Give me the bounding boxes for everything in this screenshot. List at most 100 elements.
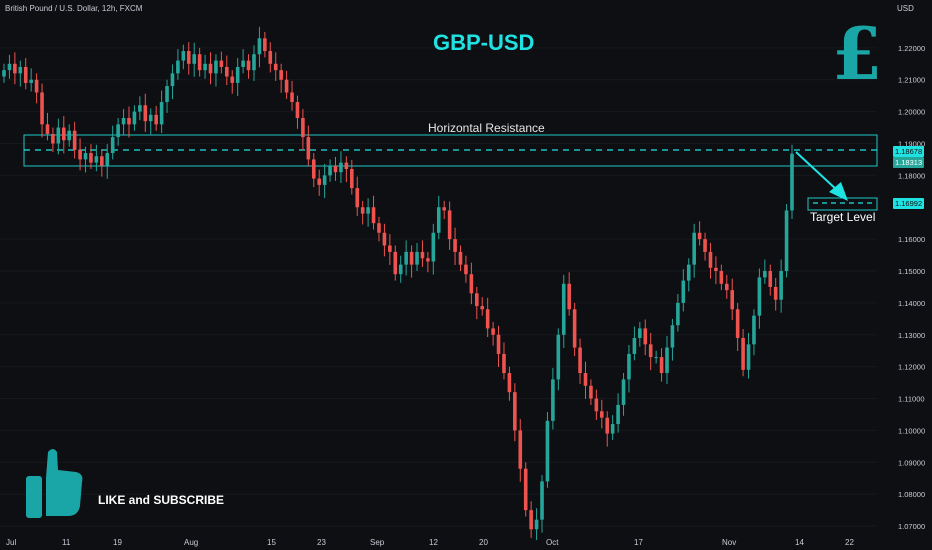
candle [279,63,283,93]
y-tick-label: 1.13000 [898,331,925,340]
pound-sign-icon: £ [832,11,883,96]
candle [219,51,224,74]
candle [447,201,452,250]
y-tick-label: 1.21000 [898,76,925,85]
candle [355,176,360,216]
candle [13,52,17,85]
candle [360,200,365,225]
candle [366,198,370,227]
x-tick-label: 12 [429,538,438,547]
last-price-tag: 1.18313 [893,157,925,168]
candle [632,326,637,361]
candle [779,259,783,313]
candle [192,42,197,77]
candle [784,204,789,278]
candle [257,26,262,68]
candle [186,42,191,75]
candle [263,31,267,58]
candle [393,245,398,281]
candle [534,508,539,541]
candle [442,200,446,220]
candle [34,73,39,104]
candle [203,54,207,79]
candle [676,293,680,332]
candle [502,342,506,380]
y-tick-label: 1.14000 [898,299,925,308]
candle [545,411,550,488]
candle [670,318,675,361]
candle [317,169,321,196]
candle [225,55,229,86]
candle [252,45,256,82]
candle [659,348,664,382]
candle [616,393,620,433]
candle [768,264,773,296]
candle [377,216,381,242]
candle [382,223,387,257]
candle [648,332,653,371]
candle [105,144,110,179]
candle [208,52,213,85]
candle [567,272,571,316]
candle [67,124,72,147]
candle [159,90,164,133]
candle [703,232,707,261]
candle [333,156,338,181]
candle [594,389,599,420]
candle [431,223,436,275]
candle [132,105,137,131]
candle [518,418,523,482]
candle [426,251,430,273]
candle [578,338,582,384]
y-tick-label: 1.12000 [898,363,925,372]
candle [230,70,235,94]
candle [458,245,463,272]
x-tick-label: 20 [479,538,488,547]
x-tick-label: Aug [184,538,198,547]
candle [56,118,61,155]
candle [665,336,669,384]
candle [176,49,180,80]
candle [273,52,278,82]
candle [295,95,300,129]
candle [420,240,425,267]
x-tick-label: 23 [317,538,326,547]
candle [311,153,316,188]
candle [45,112,50,141]
y-tick-label: 1.15000 [898,267,925,276]
candle [116,117,120,146]
candle [284,70,289,99]
x-tick-label: Sep [370,538,385,547]
candle [551,367,555,430]
candle [246,54,251,79]
y-tick-label: 1.16000 [898,235,925,244]
candle [746,332,751,379]
candle [697,221,702,246]
x-tick-label: 15 [267,538,276,547]
candle [741,329,745,377]
candle [773,278,778,311]
y-tick-label: 1.20000 [898,108,925,117]
symbol-header: British Pound / U.S. Dollar, 12h, FXCM [5,4,143,13]
candle [344,156,349,183]
currency-label: USD [897,4,914,13]
thumbs-up-icon [22,446,86,529]
x-tick-label: 19 [113,538,122,547]
candle [491,322,495,346]
x-tick-label: 17 [634,538,643,547]
candle [306,125,311,166]
candle [7,54,12,79]
candle [496,325,501,367]
candle [556,328,561,391]
candle [214,54,218,87]
candle [2,63,6,83]
candle [686,258,691,292]
candle [464,255,468,283]
candle [170,64,175,100]
candle [235,58,240,96]
candle [18,60,23,87]
candle [540,475,544,533]
target-price-tag: 1.16992 [893,198,925,209]
y-axis: 1.22000 1.21000 1.20000 1.19000 1.18000 1.160… [898,44,925,531]
